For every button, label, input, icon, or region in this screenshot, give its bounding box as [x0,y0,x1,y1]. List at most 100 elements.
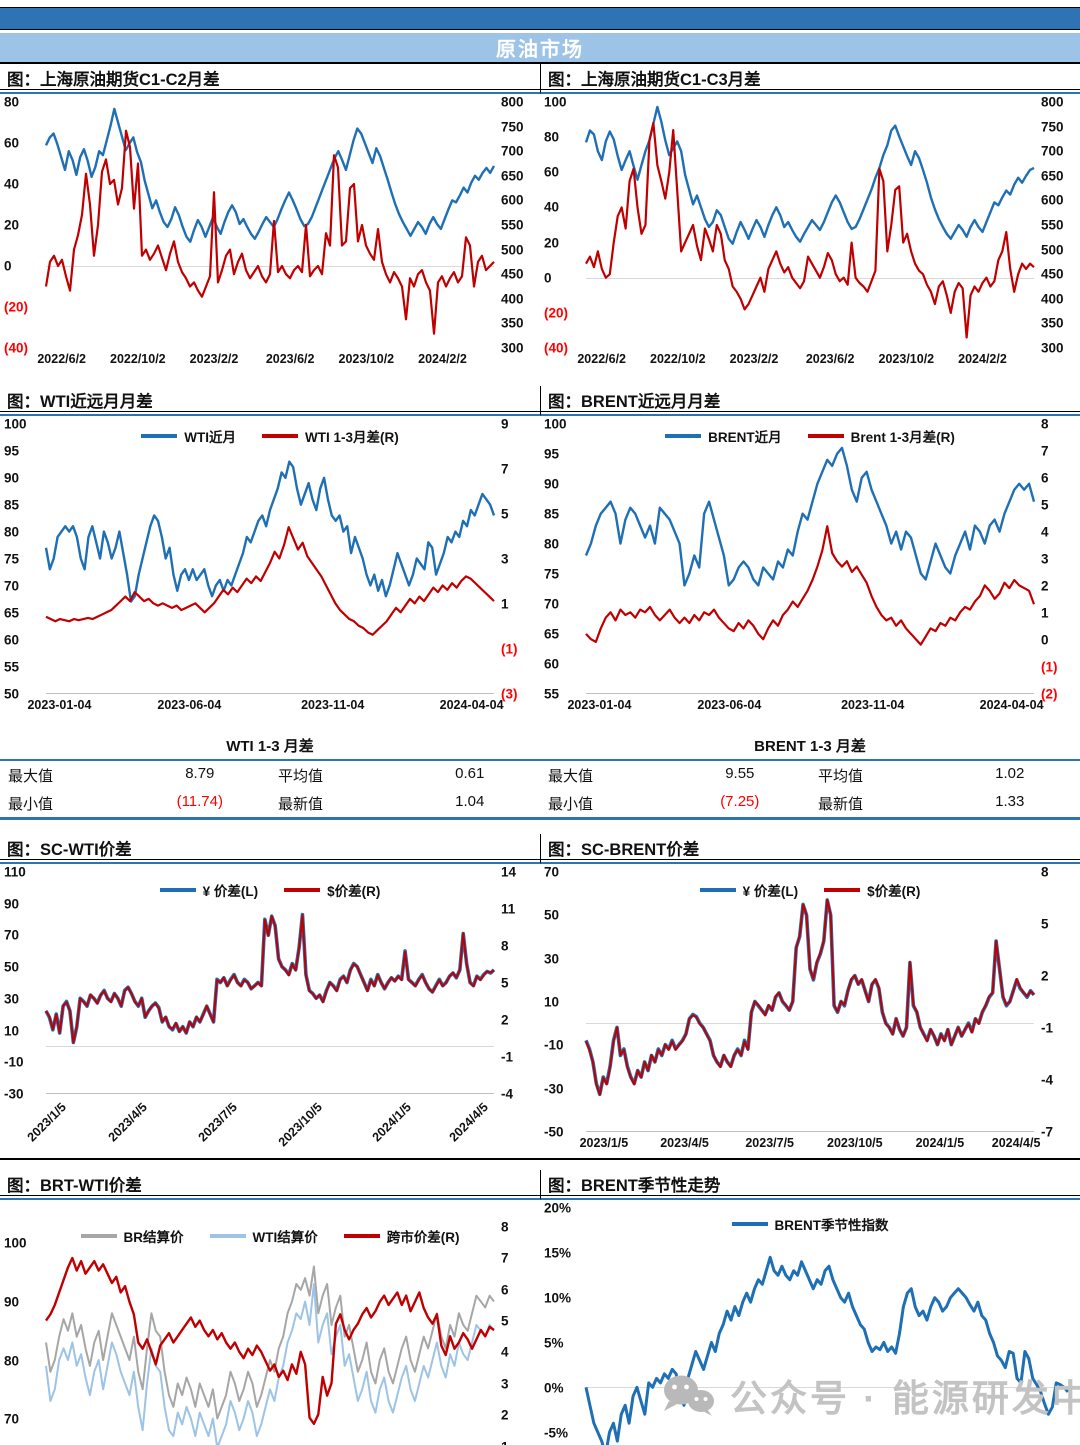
series-line [586,123,1034,337]
chart-legend: WTI近月 WTI 1-3月差(R) [0,426,540,446]
stat-label: 最大值 [8,767,54,785]
x-axis: 2023/1/5 2023/4/5 2023/7/5 2023/10/5 2024/1/… [580,1132,1041,1154]
y-tick: 10% [544,1290,572,1306]
stats-group-title-brent: BRENT 1-3 月差 [754,738,866,755]
legend-line-swatch [262,434,298,438]
y-tick: -1 [501,1049,514,1065]
y-tick: 60 [4,135,20,151]
y-tick: 8 [501,1219,509,1235]
zero-gridline [586,1387,1068,1389]
chart-legend: ¥ 价差(L) $价差(R) [0,880,540,900]
legend-label: WTI结算价 [252,1230,318,1245]
y-tick: (20) [4,299,29,315]
y-tick: 500 [501,242,524,258]
series-line [46,462,494,602]
chart-section-wti-spread: 图：WTI近远月月差 WTI近月 WTI 1-3月差(R) 100 95 90 85 80 7… [0,386,540,716]
y-tick: 800 [1041,94,1064,110]
legend-label: BRENT近月 [708,430,782,445]
y-tick: 80 [4,94,20,110]
legend-line-swatch [807,434,844,438]
y-tick: 2 [1041,968,1049,984]
top-spacer [0,0,1080,7]
x-axis: 2023-01-04 2023-06-04 2023-11-04 2024-04-04 [27,694,503,716]
x-tick: 2022/10/2 [650,352,706,366]
x-tick: 2024/1/5 [369,1100,415,1145]
series-line [46,109,494,242]
chart-legend: BRENT季节性指数 [540,1214,1080,1234]
y-tick: 85 [544,506,560,522]
y-tick: 5 [501,506,509,522]
chart-section-sc-wti: 图：SC-WTI价差 ¥ 价差(L) $价差(R) 110 90 70 50 30 10 -10… [0,834,540,1154]
watermark-text: 公众号 · 能源研发中心 [730,1378,1080,1419]
y-tick: 450 [501,266,524,282]
charts-row-3: 图：SC-WTI价差 ¥ 价差(L) $价差(R) 110 90 70 50 30 10 -10… [0,834,1080,1154]
y-axis-left: 100 95 90 85 80 75 70 65 60 55 50 [0,417,46,702]
y-tick: 30 [544,951,560,967]
y-axis-left: 100 80 60 40 20 0 (20) (40) [540,95,586,356]
plot-area [46,424,494,694]
plot-area [46,872,494,1094]
chart-canvas-brent-seasonal: BRENT季节性指数20%15%10%5%0%-5%-10%JanFebMarA… [540,1200,1080,1445]
stat-value: 0.61 [455,764,485,782]
y-axis-left: 80 60 40 20 0 (20) (40) [0,95,46,356]
stats-table-headers: WTI 1-3 月差 BRENT 1-3 月差 [0,732,1080,761]
y-tick: 500 [1041,242,1064,258]
series-line [46,1266,494,1418]
y-tick: 70 [544,596,560,612]
legend-item: BR结算价 [80,1226,184,1246]
y-tick: 8 [1041,416,1049,432]
chart-legend: BRENT近月 Brent 1-3月差(R) [540,426,1080,446]
legend-line-swatch [824,888,861,892]
y-tick: 700 [1041,143,1064,159]
y-tick: 7 [1041,443,1049,459]
stats-group-brent: 最大值 9.55 平均值 1.02 最小值 (7.25) 最新值 1.33 [540,761,1080,817]
y-axis-right: 9 7 5 3 1 (1) (3) [494,417,540,702]
y-tick: 80 [4,524,20,540]
y-tick: 550 [1041,217,1064,233]
y-tick: 80 [544,536,560,552]
y-tick: 100 [4,1235,27,1251]
wechat-icon [660,1373,716,1417]
y-axis-right: 14 11 8 5 2 -1 -4 [494,865,540,1102]
y-tick: 1 [501,1439,509,1445]
y-tick: 4 [1041,524,1049,540]
y-tick: 8 [1041,864,1049,880]
zero-gridline [46,1045,494,1047]
stat-value: 9.55 [725,764,755,782]
y-tick: 6 [501,1282,509,1298]
series-line [46,527,494,635]
y-tick: 5 [1041,497,1049,513]
chart-section-sh-c1c3: 图：上海原油期货C1-C3月差 100 80 60 40 20 0 (20) (40) 800 7… [540,64,1080,370]
section-divider [0,1158,1080,1160]
y-tick: 800 [501,94,524,110]
chart-section-sh-c1c2: 图：上海原油期货C1-C2月差 80 60 40 20 0 (20) (40) 800 750 7… [0,64,540,370]
zero-gridline [586,1023,1034,1025]
y-tick: 70 [4,578,20,594]
y-tick: 14 [501,864,517,880]
stat-label: 最大值 [548,767,594,785]
y-axis-left: 70 50 30 10 -10 -30 -50 [540,865,586,1140]
y-tick: (40) [544,340,569,356]
charts-row-1: 图：上海原油期货C1-C2月差 80 60 40 20 0 (20) (40) 800 750 7… [0,64,1080,370]
y-tick: 750 [501,119,524,135]
stats-table: WTI 1-3 月差 BRENT 1-3 月差 最大值 8.79 平均值 0.6… [0,732,1080,820]
legend-item: $价差(R) [284,880,380,900]
chart-title: 图：BRENT季节性走势 [540,1170,1080,1200]
series-line [46,915,494,1043]
legend-line-swatch [159,888,196,892]
legend-label: 跨市价差(R) [386,1230,460,1245]
y-tick: 300 [501,340,524,356]
chart-canvas-brt-wti: BR结算价WTI结算价跨市价差(R)1009080706087654321020… [0,1200,540,1445]
chart-title: 图：BRENT近远月月差 [540,386,1080,416]
stat-value: 1.33 [995,792,1025,810]
stat-label: 平均值 [277,767,323,785]
y-tick: 550 [501,217,524,233]
y-axis-left: 100 95 90 85 80 75 70 65 60 55 [540,417,586,702]
page-title-band: 原油市场 [0,33,1080,64]
series-line [46,1258,494,1424]
chart-title: 图：上海原油期货C1-C2月差 [0,64,540,94]
y-tick: 400 [501,291,524,307]
x-axis: 2022/6/2 2022/10/2 2023/2/2 2023/6/2 2023/10… [37,348,494,370]
y-tick: 450 [1041,266,1064,282]
